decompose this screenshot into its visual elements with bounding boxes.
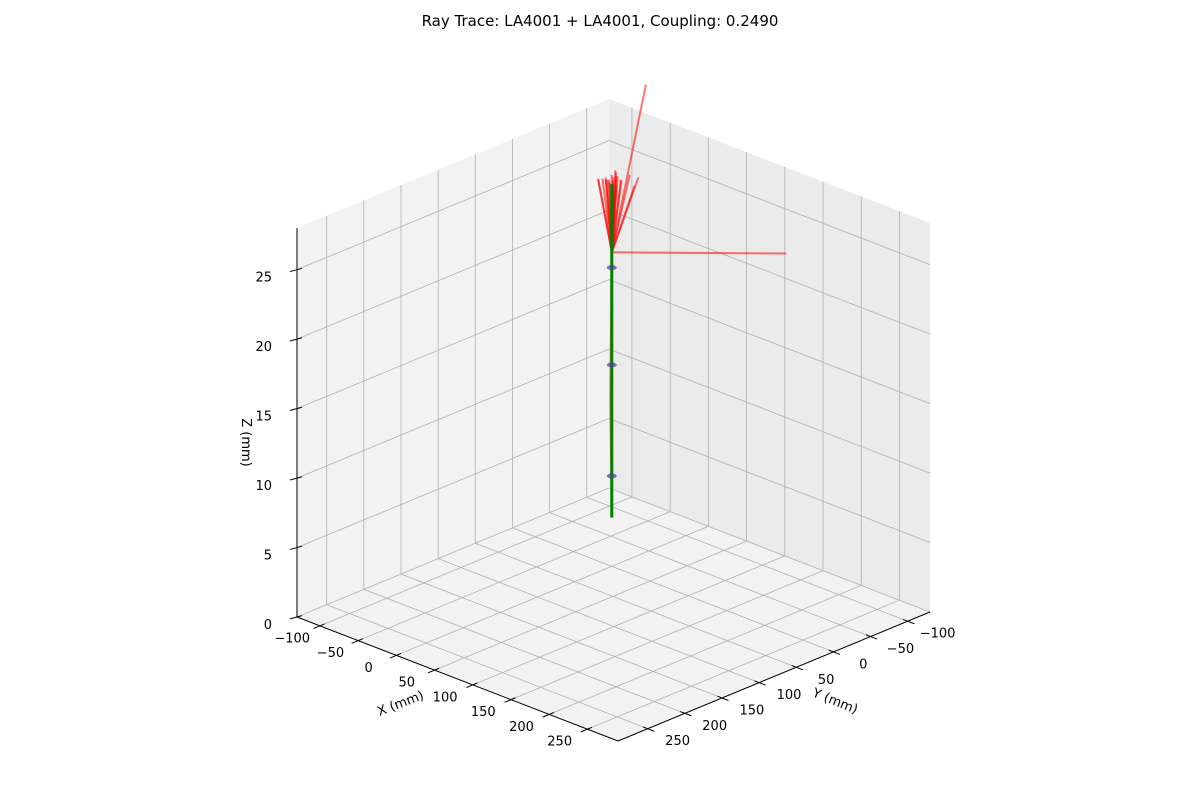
lens-marker-2: [607, 362, 617, 367]
y-tick-label: 0: [859, 658, 867, 673]
z-tick-label: 5: [264, 548, 272, 563]
y-tick-label: 200: [702, 719, 727, 734]
x-tick-label: 0: [364, 661, 372, 676]
z-tick-label: 0: [264, 618, 272, 633]
z-tick-label: 15: [255, 409, 272, 424]
x-tick-label: −50: [317, 646, 344, 661]
y-tick-label: 150: [739, 704, 764, 719]
x-tick-label: 50: [399, 676, 416, 691]
y-axis-label: Y (mm): [809, 685, 860, 717]
chart-title: Ray Trace: LA4001 + LA4001, Coupling: 0.…: [0, 12, 1200, 30]
x-tick-label: −100: [274, 631, 310, 646]
x-axis-label: X (mm): [375, 688, 426, 719]
y-tick-label: 100: [777, 688, 802, 703]
z-tick-label: 10: [255, 479, 272, 494]
z-axis-label: Z (mm): [238, 418, 253, 467]
z-tick-label: 20: [255, 340, 272, 355]
z-tick-label: 25: [255, 270, 272, 285]
y-tick-label: 50: [818, 673, 835, 688]
x-tick-label: 200: [509, 720, 534, 735]
y-tick-label: −100: [920, 627, 956, 642]
x-tick-label: 250: [547, 735, 572, 750]
x-tick-label: 150: [471, 705, 496, 720]
lens-marker-1: [607, 474, 617, 479]
y-tick-label: −50: [887, 642, 914, 657]
y-tick-label: 250: [665, 734, 690, 749]
x-tick-label: 100: [433, 690, 458, 705]
lens-marker-3: [607, 265, 617, 270]
